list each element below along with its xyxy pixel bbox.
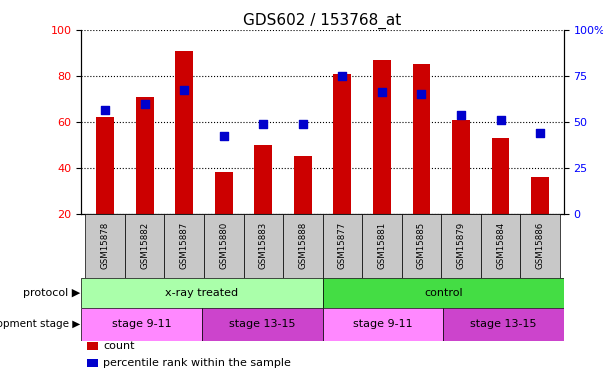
Text: GSM15878: GSM15878 <box>101 222 110 269</box>
Title: GDS602 / 153768_at: GDS602 / 153768_at <box>244 12 402 28</box>
Point <box>259 121 268 127</box>
Text: stage 13-15: stage 13-15 <box>229 320 295 329</box>
Text: stage 9-11: stage 9-11 <box>353 320 412 329</box>
Bar <box>175 51 193 214</box>
Point <box>417 92 426 98</box>
Bar <box>402 214 441 278</box>
Bar <box>441 214 481 278</box>
Bar <box>244 214 283 278</box>
Bar <box>323 308 443 341</box>
Point <box>338 73 347 79</box>
Bar <box>204 214 244 278</box>
Bar <box>294 156 312 214</box>
Text: GSM15881: GSM15881 <box>377 222 387 269</box>
Bar <box>520 214 560 278</box>
Point <box>298 121 308 127</box>
Bar <box>283 214 323 278</box>
Bar <box>531 177 549 214</box>
Bar <box>323 278 564 308</box>
Bar <box>202 308 323 341</box>
Bar <box>165 214 204 278</box>
Bar <box>136 97 154 214</box>
Bar <box>96 117 114 214</box>
Bar <box>86 214 125 278</box>
Text: stage 13-15: stage 13-15 <box>470 320 537 329</box>
Bar <box>323 214 362 278</box>
Bar <box>254 145 272 214</box>
Text: GSM15888: GSM15888 <box>298 222 308 269</box>
Point <box>377 89 387 95</box>
Text: x-ray treated: x-ray treated <box>165 288 239 297</box>
Bar <box>215 172 233 214</box>
Bar <box>412 64 431 214</box>
Text: GSM15880: GSM15880 <box>219 222 229 269</box>
Text: GSM15882: GSM15882 <box>140 222 149 269</box>
Bar <box>481 214 520 278</box>
Text: count: count <box>103 341 134 351</box>
Bar <box>333 74 352 214</box>
Text: stage 9-11: stage 9-11 <box>112 320 171 329</box>
Bar <box>125 214 165 278</box>
Point <box>179 87 189 93</box>
Text: GSM15886: GSM15886 <box>535 222 545 269</box>
Text: GSM15883: GSM15883 <box>259 222 268 269</box>
Point <box>219 133 229 139</box>
Bar <box>362 214 402 278</box>
Bar <box>81 278 323 308</box>
Bar <box>452 120 470 214</box>
Text: control: control <box>424 288 463 297</box>
Bar <box>443 308 564 341</box>
Text: GSM15887: GSM15887 <box>180 222 189 269</box>
Point <box>100 107 110 113</box>
Text: percentile rank within the sample: percentile rank within the sample <box>103 358 291 368</box>
Text: GSM15877: GSM15877 <box>338 222 347 269</box>
Point <box>535 130 545 136</box>
Bar <box>491 138 510 214</box>
Text: GSM15879: GSM15879 <box>456 222 466 269</box>
Text: GSM15885: GSM15885 <box>417 222 426 269</box>
Text: protocol ▶: protocol ▶ <box>23 288 80 297</box>
Text: development stage ▶: development stage ▶ <box>0 320 80 329</box>
Point <box>140 100 150 106</box>
Text: GSM15884: GSM15884 <box>496 222 505 269</box>
Point <box>456 112 466 118</box>
Point <box>496 117 505 123</box>
Bar <box>373 60 391 214</box>
Bar <box>81 308 202 341</box>
